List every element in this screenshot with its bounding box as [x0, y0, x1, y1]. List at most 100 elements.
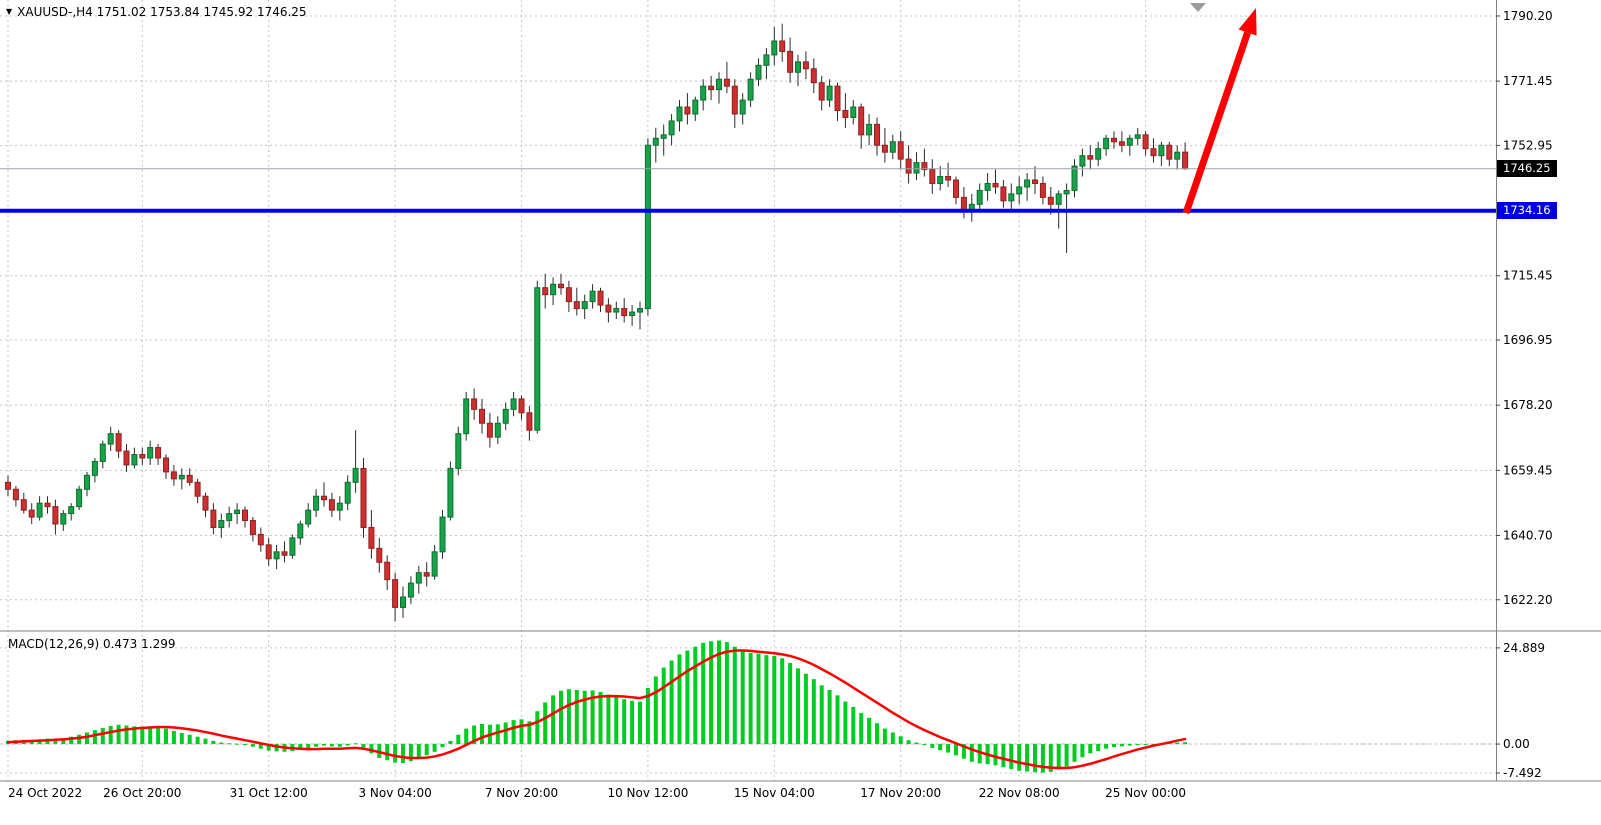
candle-body — [1158, 144, 1165, 157]
macd-histogram-bar — [116, 724, 121, 745]
macd-histogram-bar — [922, 744, 927, 746]
candle-body — [336, 502, 343, 511]
macd-histogram-bar — [859, 713, 864, 745]
macd-histogram-bar — [961, 744, 966, 759]
macd-histogram-bar — [993, 744, 998, 766]
macd-histogram-bar — [685, 650, 690, 745]
candle-body — [249, 520, 256, 535]
price-tick-label: 1678.20 — [1503, 398, 1553, 412]
macd-histogram-bar — [693, 646, 698, 745]
candle-body — [321, 495, 327, 501]
candle-body — [60, 513, 67, 525]
candle-body — [929, 169, 936, 184]
candle-body — [708, 85, 715, 91]
macd-histogram-bar — [1025, 744, 1030, 772]
candle-body — [1024, 179, 1031, 188]
macd-histogram-bar — [819, 685, 824, 745]
macd-histogram-bar — [298, 744, 303, 750]
price-tick-label: 1790.20 — [1503, 9, 1553, 23]
macd-histogram-bar — [574, 689, 579, 745]
candle-body — [226, 513, 233, 522]
candle-body — [1063, 189, 1070, 195]
candle-body — [431, 551, 438, 577]
macd-histogram-bar — [314, 744, 319, 747]
candle-body — [739, 99, 746, 115]
candle-body — [471, 398, 478, 410]
time-tick-label: 25 Nov 00:00 — [1105, 786, 1186, 800]
chart-shift-marker-icon[interactable] — [1190, 3, 1206, 12]
candle-body — [447, 467, 454, 518]
candle-body — [52, 506, 59, 525]
macd-histogram-bar — [219, 742, 224, 745]
macd-histogram-bar — [677, 654, 682, 745]
candle-body — [131, 454, 138, 466]
time-tick-label: 7 Nov 20:00 — [485, 786, 558, 800]
macd-histogram-bar — [108, 725, 113, 745]
candle-body — [76, 488, 83, 508]
macd-histogram-bar — [969, 744, 974, 762]
macd-histogram-bar — [148, 726, 153, 745]
candle-body — [68, 506, 75, 515]
time-axis[interactable]: 24 Oct 2022 26 Oct 20:00 31 Oct 12:00 3 Nov… — [8, 786, 1186, 800]
macd-histogram-bar — [385, 744, 390, 761]
candle-body — [542, 287, 549, 296]
macd-histogram-bar — [732, 646, 737, 745]
candle-body — [265, 544, 272, 560]
macd-panel[interactable] — [0, 640, 1496, 773]
candle-body — [1182, 151, 1189, 170]
candle-body — [178, 474, 185, 480]
candle-body — [779, 40, 786, 52]
macd-histogram-bar — [638, 701, 642, 745]
macd-histogram-bar — [211, 740, 216, 745]
macd-histogram-bar — [258, 744, 263, 749]
candle-body — [1103, 137, 1110, 150]
candle-body — [84, 474, 90, 490]
macd-indicator-label: MACD(12,26,9) 0.473 1.299 — [8, 637, 176, 651]
candle-body — [360, 467, 367, 528]
macd-histogram-bar — [227, 743, 232, 745]
macd-histogram-bar — [938, 744, 943, 751]
price-tick-label: 1752.95 — [1503, 138, 1553, 152]
candle-body — [297, 523, 304, 539]
candle-body — [281, 551, 288, 556]
macd-histogram-bar — [519, 719, 524, 745]
macd-histogram-bar — [559, 690, 563, 745]
time-tick-label: 26 Oct 20:00 — [103, 786, 181, 800]
macd-histogram-bar — [724, 642, 729, 745]
candle-body — [731, 85, 738, 115]
macd-histogram-bar — [1104, 744, 1109, 749]
macd-histogram-bar — [1175, 742, 1180, 745]
macd-signal-line — [6, 649, 1187, 770]
candle-body — [210, 509, 217, 528]
main-price-panel[interactable] — [0, 23, 1496, 622]
macd-histogram-bar — [1143, 744, 1148, 746]
candle-body — [123, 450, 130, 466]
trend-arrow-head[interactable] — [1238, 8, 1257, 36]
candle-body — [415, 572, 422, 584]
macd-histogram-bar — [345, 744, 350, 746]
candle-body — [945, 176, 952, 181]
macd-histogram-bar — [369, 744, 374, 754]
trend-arrow-shaft[interactable] — [1182, 31, 1251, 215]
macd-histogram-bar — [898, 736, 903, 745]
macd-histogram-bar — [598, 691, 603, 745]
price-axis[interactable]: 1790.20 1771.45 1752.95 1715.45 1696.95 1678.… — [1496, 9, 1553, 780]
chart-annotations[interactable] — [1182, 3, 1257, 215]
candle-body — [858, 106, 865, 136]
macd-histogram-bar — [140, 726, 145, 745]
macd-histogram-bar — [156, 727, 161, 745]
macd-histogram-bar — [77, 734, 82, 745]
macd-histogram-bar — [614, 696, 619, 745]
macd-histogram-bar — [408, 744, 413, 762]
macd-histogram-bar — [353, 743, 358, 745]
candle-body — [874, 123, 880, 146]
macd-histogram-bar — [590, 690, 595, 745]
macd-histogram-bar — [187, 734, 192, 745]
candle-body — [186, 474, 193, 483]
candle-body — [534, 287, 541, 431]
candle-body — [826, 85, 833, 101]
candle-body — [1142, 134, 1149, 150]
macd-histogram-bar — [717, 640, 721, 745]
macd-histogram-bar — [835, 695, 840, 745]
